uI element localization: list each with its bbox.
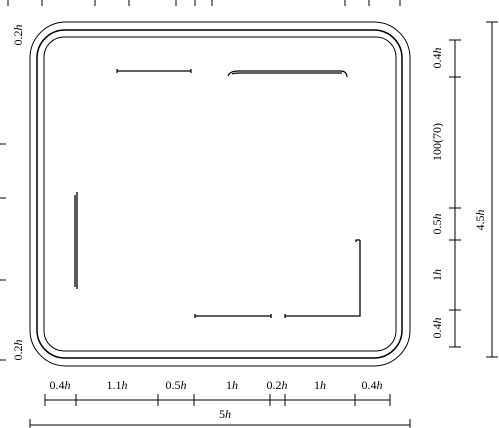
unit: h	[232, 378, 238, 392]
dimension-label: 1h	[314, 378, 326, 392]
unit: h	[11, 25, 25, 31]
value: 0.2	[267, 378, 282, 392]
dimension-label: 1h	[226, 378, 238, 392]
value: 0.4	[430, 324, 444, 339]
value: 0.2	[11, 31, 25, 46]
value: 0.4	[362, 378, 377, 392]
value: 100(70)	[430, 123, 444, 161]
value: 1	[314, 378, 320, 392]
dimension-label: 0.4h	[362, 378, 383, 392]
value: 1	[430, 275, 444, 281]
dimension-label: 0.4h	[50, 378, 71, 392]
dimension-label: 4.5h	[473, 210, 487, 231]
value: 0.2	[11, 346, 25, 361]
unit: h	[282, 378, 288, 392]
dimension-label: 0.5h	[166, 378, 187, 392]
value: 5	[219, 407, 225, 421]
unit: h	[320, 378, 326, 392]
unit: h	[430, 269, 444, 275]
dimension-label: 0.2h	[267, 378, 288, 392]
value: 1	[226, 378, 232, 392]
unit: h	[473, 210, 487, 216]
dimension-label: 0.4h	[430, 48, 444, 69]
rebar	[74, 69, 361, 318]
value: 4.5	[473, 216, 487, 231]
dimension-label: 1.1h	[107, 378, 128, 392]
unit: h	[377, 378, 383, 392]
unit: h	[65, 378, 71, 392]
labels: 0.4h 1.1h 0.5h 1h 0.2h 1h 0.4h5h0.4h100(70)0.5…	[11, 25, 487, 422]
dimension-label: 0.5h	[430, 214, 444, 235]
unit: h	[181, 378, 187, 392]
value: 0.4	[430, 54, 444, 69]
unit: h	[11, 340, 25, 346]
unit: h	[430, 214, 444, 220]
outline	[29, 21, 411, 367]
dimension-label: 0.2h	[11, 25, 25, 46]
value: 0.4	[50, 378, 65, 392]
dimension-label: 5h	[219, 407, 231, 421]
dimension-label: 0.4h	[430, 318, 444, 339]
dimension-label: 0.2h	[11, 340, 25, 361]
unit: h	[430, 48, 444, 54]
value: 0.5	[166, 378, 181, 392]
unit: h	[225, 407, 231, 421]
unit: h	[122, 378, 128, 392]
unit: h	[430, 318, 444, 324]
value: 1.1	[107, 378, 122, 392]
value: 0.5	[430, 220, 444, 235]
dimension-label: 100(70)	[430, 123, 444, 161]
dimension-label: 1h	[430, 269, 444, 281]
